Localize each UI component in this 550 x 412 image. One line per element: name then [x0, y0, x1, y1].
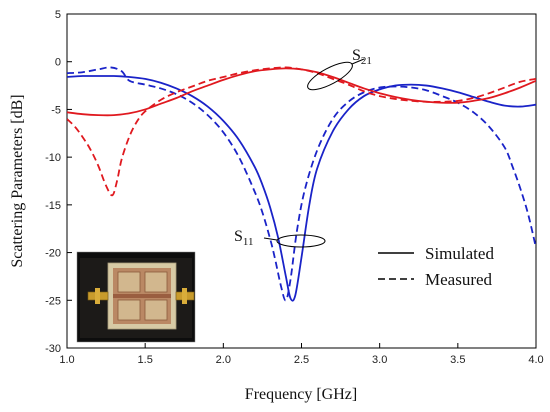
- series-s11-measured-line: [67, 66, 536, 302]
- x-tick-label: 2.0: [216, 354, 231, 366]
- x-tick-label: 3.5: [450, 354, 465, 366]
- y-tick-label: 0: [55, 57, 61, 69]
- y-tick-label: -30: [45, 343, 61, 355]
- series-group: [67, 66, 536, 302]
- x-tick-label: 1.5: [138, 354, 153, 366]
- legend: Simulated Measured: [378, 244, 494, 289]
- series-s21-measured-line: [67, 66, 536, 197]
- x-tick-label: 4.0: [528, 354, 543, 366]
- x-axis-label: Frequency [GHz]: [245, 386, 357, 403]
- y-tick-label: -25: [45, 295, 61, 307]
- x-tick-label: 3.0: [372, 354, 387, 366]
- y-tick-label: -10: [45, 152, 61, 164]
- series-s11-simulated-line: [67, 75, 536, 302]
- s11-ellipse: [276, 234, 326, 248]
- s11-label: S11: [234, 228, 254, 248]
- inset-board-photo: [76, 251, 196, 343]
- x-tick-label: 2.5: [294, 354, 309, 366]
- x-axis-ticks: 1.0 1.5 2.0 2.5 3.0 3.5 4.0: [59, 343, 544, 366]
- legend-simulated-label: Simulated: [425, 244, 494, 263]
- s11-leader-line: [263, 237, 278, 241]
- y-axis-label: Scattering Parameters [dB]: [9, 94, 26, 267]
- s21-label: S21: [352, 47, 372, 67]
- y-tick-label: -20: [45, 248, 61, 260]
- y-tick-label: 5: [55, 9, 61, 21]
- s11-annotation: S11: [234, 228, 326, 248]
- y-axis-ticks: 5 0 -5 -10 -15 -20 -25 -30: [45, 9, 72, 355]
- y-tick-label: -5: [51, 104, 61, 116]
- y-tick-label: -15: [45, 200, 61, 212]
- x-tick-label: 1.0: [59, 354, 74, 366]
- s21-leader-line: [351, 58, 365, 65]
- s21-ellipse: [307, 61, 353, 91]
- s21-annotation: S21: [307, 47, 372, 91]
- legend-measured-label: Measured: [425, 270, 493, 289]
